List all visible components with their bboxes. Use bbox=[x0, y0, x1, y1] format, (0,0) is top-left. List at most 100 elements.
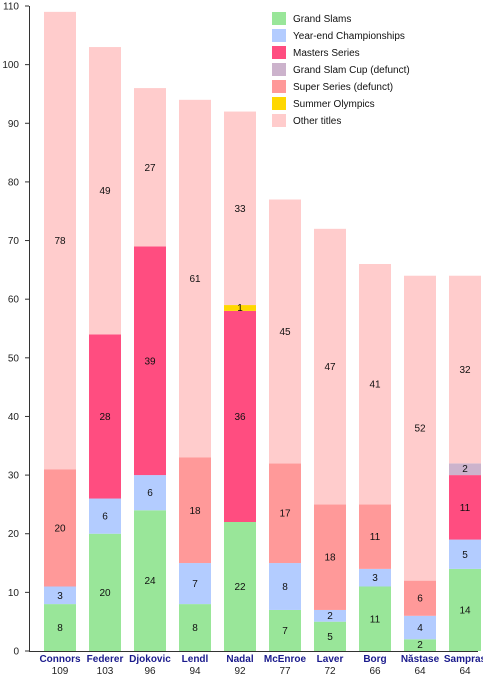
segment-value-label: 18 bbox=[324, 553, 336, 564]
bar-segment bbox=[449, 568, 481, 651]
segment-value-label: 5 bbox=[327, 632, 333, 643]
legend-swatch bbox=[272, 80, 286, 93]
y-tick-label: 30 bbox=[8, 471, 20, 482]
segment-value-label: 1 bbox=[237, 303, 243, 314]
x-total-label: 96 bbox=[144, 666, 156, 677]
segment-value-label: 2 bbox=[327, 611, 333, 622]
bar-segment bbox=[44, 604, 76, 651]
bar-segment bbox=[404, 615, 436, 640]
segment-value-label: 32 bbox=[459, 365, 471, 376]
bar-segment bbox=[314, 621, 346, 651]
y-tick-label: 110 bbox=[3, 2, 19, 13]
bar-segment bbox=[44, 586, 76, 605]
bar-segment bbox=[404, 639, 436, 651]
segment-value-label: 11 bbox=[370, 614, 381, 625]
segment-value-label: 6 bbox=[102, 512, 108, 523]
segment-value-label: 27 bbox=[144, 163, 156, 174]
segment-value-label: 2 bbox=[417, 640, 423, 651]
x-category-label: Federer bbox=[87, 654, 124, 665]
legend-swatch bbox=[272, 63, 286, 76]
segment-value-label: 39 bbox=[144, 356, 156, 367]
segment-value-label: 18 bbox=[189, 506, 201, 517]
segment-value-label: 78 bbox=[54, 236, 66, 247]
x-category-label: McEnroe bbox=[264, 654, 307, 665]
legend-swatch bbox=[272, 29, 286, 42]
bar-segment bbox=[224, 111, 256, 306]
legend-swatch bbox=[272, 12, 286, 25]
x-total-label: 109 bbox=[52, 666, 69, 677]
segment-value-label: 4 bbox=[417, 623, 423, 634]
bar-segment bbox=[314, 228, 346, 505]
legend-swatch bbox=[272, 46, 286, 59]
y-tick-label: 90 bbox=[8, 119, 20, 130]
segment-value-label: 22 bbox=[234, 582, 246, 593]
bar-segment bbox=[359, 568, 391, 587]
segment-value-label: 49 bbox=[99, 186, 111, 197]
x-total-label: 64 bbox=[459, 666, 471, 677]
legend-label: Masters Series bbox=[293, 48, 360, 59]
bar-segment bbox=[179, 99, 211, 458]
segment-value-label: 28 bbox=[99, 412, 111, 423]
segment-value-label: 8 bbox=[192, 623, 198, 634]
bar-segment bbox=[359, 586, 391, 651]
bar-segment bbox=[44, 469, 76, 587]
bar-segment bbox=[449, 539, 481, 569]
segment-value-label: 36 bbox=[234, 412, 246, 423]
y-tick-label: 0 bbox=[13, 647, 19, 658]
segment-value-label: 7 bbox=[282, 626, 288, 637]
bar-segment bbox=[314, 504, 346, 610]
x-category-label: Djokovic bbox=[129, 654, 171, 665]
segment-value-label: 2 bbox=[462, 464, 468, 475]
segment-value-label: 20 bbox=[54, 523, 66, 534]
segment-value-label: 52 bbox=[414, 424, 426, 435]
legend-swatch bbox=[272, 97, 286, 110]
bar-segment bbox=[224, 305, 256, 311]
bar-segment bbox=[179, 604, 211, 651]
bar-segment bbox=[449, 463, 481, 476]
x-category-label: Sampras bbox=[444, 654, 483, 665]
legend-label: Summer Olympics bbox=[293, 99, 375, 110]
y-tick-labels-group: 0 10 20 30 40 50 60 70 80 90 100 110 bbox=[2, 2, 29, 658]
bar-segment bbox=[89, 47, 121, 335]
x-total-label: 64 bbox=[414, 666, 426, 677]
segment-value-label: 17 bbox=[279, 509, 291, 520]
bar-segment bbox=[89, 533, 121, 651]
segment-value-label: 5 bbox=[462, 550, 468, 561]
bar-segment bbox=[269, 609, 301, 651]
y-tick-label: 100 bbox=[2, 60, 19, 71]
segment-value-label: 6 bbox=[417, 594, 423, 605]
segment-value-label: 8 bbox=[57, 623, 63, 634]
bar-segment bbox=[359, 264, 391, 505]
y-tick-label: 50 bbox=[8, 353, 20, 364]
bar-segment bbox=[179, 457, 211, 564]
bar-segment bbox=[404, 580, 436, 616]
segment-value-label: 11 bbox=[460, 503, 471, 514]
y-tick-label: 20 bbox=[8, 529, 20, 540]
segment-value-label: 45 bbox=[279, 327, 291, 338]
bar-segment bbox=[179, 563, 211, 605]
y-tick-label: 70 bbox=[8, 236, 20, 247]
bar-segment bbox=[359, 504, 391, 569]
y-tick-label: 40 bbox=[8, 412, 20, 423]
bar-segment bbox=[89, 498, 121, 534]
bar-segment bbox=[314, 609, 346, 622]
y-axis bbox=[29, 6, 478, 652]
y-tick-label: 10 bbox=[8, 588, 20, 599]
segment-value-label: 7 bbox=[192, 579, 198, 590]
bar-segment bbox=[134, 246, 166, 476]
bar-segment bbox=[224, 310, 256, 522]
x-total-label: 66 bbox=[369, 666, 381, 677]
bar-segment bbox=[89, 334, 121, 499]
x-total-label: 94 bbox=[189, 666, 201, 677]
bar-segment bbox=[269, 563, 301, 610]
segment-value-label: 3 bbox=[372, 573, 378, 584]
segment-value-label: 11 bbox=[370, 532, 381, 543]
bar-segment bbox=[269, 463, 301, 564]
legend-swatch bbox=[272, 114, 286, 127]
x-category-label: Borg bbox=[363, 654, 386, 665]
bar-segment bbox=[269, 199, 301, 464]
segment-value-label: 8 bbox=[282, 582, 288, 593]
x-category-label: Laver bbox=[317, 654, 344, 665]
segment-value-label: 6 bbox=[147, 488, 153, 499]
